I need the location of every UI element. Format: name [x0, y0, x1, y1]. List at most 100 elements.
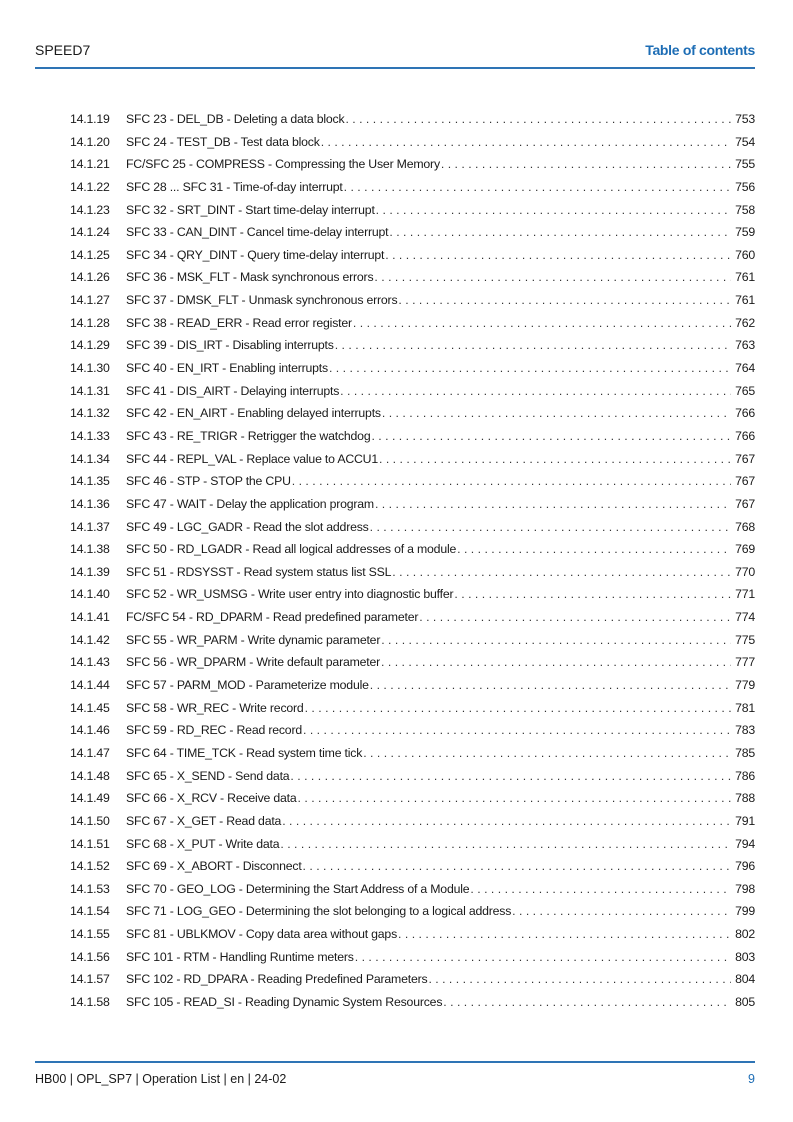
- toc-entry-title[interactable]: SFC 43 - RE_TRIGR - Retrigger the watchd…: [126, 428, 371, 443]
- toc-entry-page[interactable]: 802: [735, 927, 755, 942]
- toc-entry-page[interactable]: 764: [735, 361, 755, 376]
- toc-entry-page[interactable]: 781: [735, 700, 755, 715]
- toc-entry-title[interactable]: SFC 40 - EN_IRT - Enabling interrupts: [126, 361, 328, 376]
- toc-entry[interactable]: 14.1.28 SFC 38 - READ_ERR - Read error re…: [70, 316, 755, 339]
- toc-entry-page[interactable]: 799: [735, 904, 755, 919]
- toc-entry-title[interactable]: SFC 58 - WR_REC - Write record: [126, 700, 304, 715]
- toc-entry-page[interactable]: 774: [735, 610, 755, 625]
- toc-entry-title[interactable]: SFC 47 - WAIT - Delay the application pr…: [126, 496, 374, 511]
- toc-entry-page[interactable]: 805: [735, 994, 755, 1009]
- toc-entry-page[interactable]: 770: [735, 564, 755, 579]
- toc-entry-title[interactable]: SFC 81 - UBLKMOV - Copy data area withou…: [126, 927, 398, 942]
- toc-entry-page[interactable]: 796: [735, 859, 755, 874]
- toc-entry[interactable]: 14.1.35 SFC 46 - STP - STOP the CPU 767: [70, 474, 755, 497]
- toc-entry[interactable]: 14.1.44 SFC 57 - PARM_MOD - Parameterize …: [70, 678, 755, 701]
- toc-entry-page[interactable]: 777: [735, 655, 755, 670]
- toc-entry[interactable]: 14.1.52 SFC 69 - X_ABORT - Disconnect 796: [70, 859, 755, 882]
- toc-entry-page[interactable]: 767: [735, 496, 755, 511]
- toc-entry[interactable]: 14.1.21 FC/SFC 25 - COMPRESS - Compressin…: [70, 157, 755, 180]
- toc-entry-title[interactable]: SFC 49 - LGC_GADR - Read the slot addres…: [126, 519, 369, 534]
- toc-entry-page[interactable]: 786: [735, 768, 755, 783]
- toc-entry[interactable]: 14.1.33 SFC 43 - RE_TRIGR - Retrigger the…: [70, 429, 755, 452]
- toc-entry-title[interactable]: SFC 101 - RTM - Handling Runtime meters: [126, 949, 354, 964]
- toc-entry-page[interactable]: 756: [735, 179, 755, 194]
- toc-entry-page[interactable]: 779: [735, 678, 755, 693]
- toc-entry-title[interactable]: SFC 34 - QRY_DINT - Query time-delay int…: [126, 247, 385, 262]
- toc-entry-page[interactable]: 766: [735, 428, 755, 443]
- toc-entry-page[interactable]: 771: [735, 587, 755, 602]
- toc-entry[interactable]: 14.1.19 SFC 23 - DEL_DB - Deleting a data…: [70, 112, 755, 135]
- toc-entry-page[interactable]: 753: [735, 112, 755, 126]
- toc-entry-page[interactable]: 765: [735, 383, 755, 398]
- toc-entry-title[interactable]: FC/SFC 25 - COMPRESS - Compressing the U…: [126, 157, 440, 172]
- toc-entry-title[interactable]: SFC 71 - LOG_GEO - Determining the slot …: [126, 904, 512, 919]
- toc-entry-page[interactable]: 791: [735, 813, 755, 828]
- toc-entry-title[interactable]: FC/SFC 54 - RD_DPARM - Read predefined p…: [126, 610, 419, 625]
- toc-entry-title[interactable]: SFC 37 - DMSK_FLT - Unmask synchronous e…: [126, 293, 398, 308]
- toc-entry-page[interactable]: 761: [735, 270, 755, 285]
- toc-entry-page[interactable]: 794: [735, 836, 755, 851]
- toc-entry-title[interactable]: SFC 51 - RDSYSST - Read system status li…: [126, 564, 392, 579]
- toc-entry[interactable]: 14.1.31 SFC 41 - DIS_AIRT - Delaying inte…: [70, 384, 755, 407]
- toc-entry[interactable]: 14.1.25 SFC 34 - QRY_DINT - Query time-de…: [70, 248, 755, 271]
- toc-entry[interactable]: 14.1.55 SFC 81 - UBLKMOV - Copy data area…: [70, 927, 755, 950]
- toc-entry-page[interactable]: 803: [735, 949, 755, 964]
- toc-entry[interactable]: 14.1.50 SFC 67 - X_GET - Read data 791: [70, 814, 755, 837]
- toc-entry[interactable]: 14.1.51 SFC 68 - X_PUT - Write data 794: [70, 837, 755, 860]
- toc-entry-title[interactable]: SFC 33 - CAN_DINT - Cancel time-delay in…: [126, 225, 389, 240]
- toc-entry-title[interactable]: SFC 57 - PARM_MOD - Parameterize module: [126, 678, 369, 693]
- toc-entry[interactable]: 14.1.42 SFC 55 - WR_PARM - Write dynamic …: [70, 633, 755, 656]
- toc-entry-title[interactable]: SFC 36 - MSK_FLT - Mask synchronous erro…: [126, 270, 374, 285]
- toc-entry-page[interactable]: 762: [735, 315, 755, 330]
- toc-entry[interactable]: 14.1.29 SFC 39 - DIS_IRT - Disabling inte…: [70, 338, 755, 361]
- toc-entry-title[interactable]: SFC 67 - X_GET - Read data: [126, 813, 282, 828]
- toc-entry-title[interactable]: SFC 44 - REPL_VAL - Replace value to ACC…: [126, 451, 379, 466]
- toc-entry[interactable]: 14.1.46 SFC 59 - RD_REC - Read record 783: [70, 723, 755, 746]
- toc-entry[interactable]: 14.1.58 SFC 105 - READ_SI - Reading Dynam…: [70, 995, 755, 1018]
- toc-entry[interactable]: 14.1.34 SFC 44 - REPL_VAL - Replace value…: [70, 452, 755, 475]
- toc-entry[interactable]: 14.1.37 SFC 49 - LGC_GADR - Read the slot…: [70, 520, 755, 543]
- toc-entry[interactable]: 14.1.53 SFC 70 - GEO_LOG - Determining th…: [70, 882, 755, 905]
- toc-entry-title[interactable]: SFC 38 - READ_ERR - Read error register: [126, 315, 352, 330]
- toc-entry-page[interactable]: 768: [735, 519, 755, 534]
- toc-entry[interactable]: 14.1.47 SFC 64 - TIME_TCK - Read system t…: [70, 746, 755, 769]
- toc-entry-title[interactable]: SFC 32 - SRT_DINT - Start time-delay int…: [126, 202, 375, 217]
- toc-entry[interactable]: 14.1.56 SFC 101 - RTM - Handling Runtime …: [70, 950, 755, 973]
- toc-entry[interactable]: 14.1.41 FC/SFC 54 - RD_DPARM - Read prede…: [70, 610, 755, 633]
- toc-entry-title[interactable]: SFC 65 - X_SEND - Send data: [126, 768, 290, 783]
- toc-entry-page[interactable]: 763: [735, 338, 755, 353]
- toc-entry-title[interactable]: SFC 69 - X_ABORT - Disconnect: [126, 859, 302, 874]
- toc-entry-title[interactable]: SFC 70 - GEO_LOG - Determining the Start…: [126, 881, 470, 896]
- toc-entry-title[interactable]: SFC 64 - TIME_TCK - Read system time tic…: [126, 745, 363, 760]
- toc-entry-page[interactable]: 759: [735, 225, 755, 240]
- toc-entry[interactable]: 14.1.54 SFC 71 - LOG_GEO - Determining th…: [70, 904, 755, 927]
- toc-entry[interactable]: 14.1.39 SFC 51 - RDSYSST - Read system st…: [70, 565, 755, 588]
- toc-entry-title[interactable]: SFC 23 - DEL_DB - Deleting a data block: [126, 112, 345, 126]
- toc-entry-page[interactable]: 767: [735, 474, 755, 489]
- toc-entry-page[interactable]: 760: [735, 247, 755, 262]
- toc-entry-title[interactable]: SFC 50 - RD_LGADR - Read all logical add…: [126, 542, 457, 557]
- toc-entry-page[interactable]: 785: [735, 745, 755, 760]
- toc-entry[interactable]: 14.1.22 SFC 28 ... SFC 31 - Time-of-day i…: [70, 180, 755, 203]
- toc-entry-title[interactable]: SFC 105 - READ_SI - Reading Dynamic Syst…: [126, 994, 443, 1009]
- toc-entry-page[interactable]: 767: [735, 451, 755, 466]
- toc-entry-page[interactable]: 798: [735, 881, 755, 896]
- toc-entry-title[interactable]: SFC 55 - WR_PARM - Write dynamic paramet…: [126, 632, 381, 647]
- toc-entry[interactable]: 14.1.38 SFC 50 - RD_LGADR - Read all logi…: [70, 542, 755, 565]
- toc-entry-page[interactable]: 755: [735, 157, 755, 172]
- toc-entry-page[interactable]: 804: [735, 972, 755, 987]
- toc-entry[interactable]: 14.1.24 SFC 33 - CAN_DINT - Cancel time-d…: [70, 225, 755, 248]
- toc-entry-page[interactable]: 761: [735, 293, 755, 308]
- toc-entry[interactable]: 14.1.43 SFC 56 - WR_DPARM - Write default…: [70, 655, 755, 678]
- toc-entry[interactable]: 14.1.32 SFC 42 - EN_AIRT - Enabling delay…: [70, 406, 755, 429]
- toc-entry[interactable]: 14.1.27 SFC 37 - DMSK_FLT - Unmask synchr…: [70, 293, 755, 316]
- toc-entry-page[interactable]: 766: [735, 406, 755, 421]
- toc-entry-page[interactable]: 769: [735, 542, 755, 557]
- toc-entry[interactable]: 14.1.36 SFC 47 - WAIT - Delay the applica…: [70, 497, 755, 520]
- toc-entry-title[interactable]: SFC 28 ... SFC 31 - Time-of-day interrup…: [126, 179, 343, 194]
- toc-entry[interactable]: 14.1.30 SFC 40 - EN_IRT - Enabling interr…: [70, 361, 755, 384]
- toc-entry-page[interactable]: 754: [735, 134, 755, 149]
- toc-entry-page[interactable]: 788: [735, 791, 755, 806]
- toc-entry[interactable]: 14.1.23 SFC 32 - SRT_DINT - Start time-de…: [70, 203, 755, 226]
- toc-entry-title[interactable]: SFC 52 - WR_USMSG - Write user entry int…: [126, 587, 454, 602]
